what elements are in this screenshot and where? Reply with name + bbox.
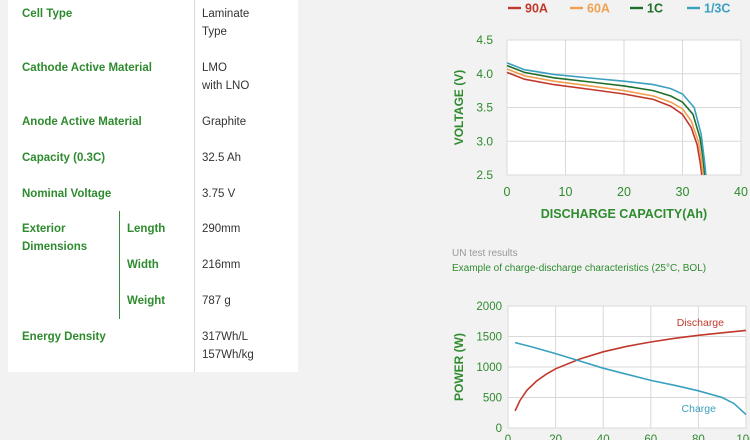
cell-type-label: Cell Type xyxy=(22,8,73,20)
chart2-x-tick-label: 60 xyxy=(644,434,657,440)
spec-column-divider xyxy=(194,0,195,372)
spec-table: Cell Type Laminate Type Cathode Active M… xyxy=(8,0,298,372)
chart2-y-tick-label: 0 xyxy=(496,423,502,435)
chart1-series-line xyxy=(506,68,704,176)
weight-label: Weight xyxy=(127,295,166,307)
chart1-x-tick-label: 20 xyxy=(617,185,631,199)
chart1-y-tick-label: 3.5 xyxy=(476,101,493,115)
chart1-legend-label: 1C xyxy=(647,2,663,16)
chart2-x-tick-label: 40 xyxy=(597,434,610,440)
chart1-legend-label: 60A xyxy=(587,2,610,16)
chart2-x-tick-label: 0 xyxy=(505,434,511,440)
chart1-y-tick-label: 3.0 xyxy=(476,134,493,148)
nominal-voltage-label: Nominal Voltage xyxy=(22,188,112,200)
chart2-x-tick-label: 100 xyxy=(736,434,750,440)
cell-type-value-line2: Type xyxy=(202,26,227,38)
chart1-x-tick-label: 30 xyxy=(676,185,690,199)
width-label: Width xyxy=(127,259,159,271)
cathode-value-line2: with LNO xyxy=(202,80,250,92)
chart2-x-tick-label: 80 xyxy=(692,434,705,440)
chart2-y-tick-label: 1000 xyxy=(476,362,502,374)
chart1-x-axis-label: DISCHARGE CAPACITY(Ah) xyxy=(541,207,707,221)
chart2-y-tick-label: 2000 xyxy=(476,301,502,313)
chart1-series-line xyxy=(506,71,703,176)
nominal-voltage-value: 3.75 V xyxy=(202,188,236,200)
weight-value: 787 g xyxy=(202,295,231,307)
chart2-discharge-label: Discharge xyxy=(677,317,724,329)
spec-subcolumn-divider xyxy=(119,211,120,319)
exterior-label-line2: Dimensions xyxy=(22,241,88,253)
chart1-y-tick-label: 4.0 xyxy=(476,67,493,81)
chart1-y-tick-label: 4.5 xyxy=(476,33,493,47)
chart1-y-axis-label: VOLTAGE (V) xyxy=(452,70,466,146)
chart1-x-tick-label: 40 xyxy=(734,185,748,199)
chart1-x-tick-label: 10 xyxy=(559,185,573,199)
cell-type-value-line1: Laminate xyxy=(202,8,250,20)
chart2-series-line xyxy=(514,329,747,412)
exterior-label-line1: Exterior xyxy=(22,223,66,235)
energy-density-value-line1: 317Wh/L xyxy=(202,331,249,343)
length-label: Length xyxy=(127,223,166,235)
length-value: 290mm xyxy=(202,223,241,235)
chart1-legend-label: 1/3C xyxy=(704,2,730,16)
width-value: 216mm xyxy=(202,259,241,271)
chart2-x-tick-label: 20 xyxy=(549,434,562,440)
energy-density-value-line2: 157Wh/kg xyxy=(202,349,254,361)
un-test-caption: Example of charge-discharge characterist… xyxy=(452,263,707,274)
chart2-y-axis-label: POWER (W) xyxy=(452,333,466,401)
cathode-label: Cathode Active Material xyxy=(22,62,152,74)
chart2-series-line xyxy=(514,341,747,416)
chart2-y-tick-label: 1500 xyxy=(476,332,502,344)
anode-label: Anode Active Material xyxy=(22,116,142,128)
chart1-series-line xyxy=(506,62,707,176)
chart1-y-tick-label: 2.5 xyxy=(476,168,493,182)
chart2-charge-label: Charge xyxy=(682,403,717,415)
capacity-value: 32.5 Ah xyxy=(202,152,242,164)
cathode-value-line1: LMO xyxy=(202,62,227,74)
chart1-legend-label: 90A xyxy=(525,2,548,16)
un-test-title: UN test results xyxy=(452,248,518,259)
chart1-series-line xyxy=(506,64,706,176)
capacity-label: Capacity (0.3C) xyxy=(22,152,106,164)
chart1-x-tick-label: 0 xyxy=(504,185,511,199)
energy-density-label: Energy Density xyxy=(22,331,106,343)
chart2-y-tick-label: 500 xyxy=(483,393,502,405)
anode-value: Graphite xyxy=(202,116,247,128)
